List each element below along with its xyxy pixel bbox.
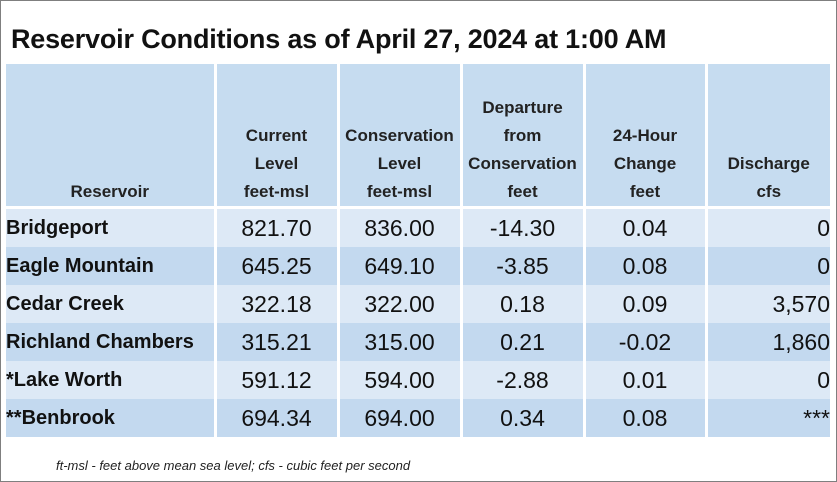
table-row: *Lake Worth 591.12 594.00 -2.88 0.01 0: [6, 361, 830, 399]
reservoir-table: Reservoir Current Level feet-msl Conserv…: [6, 64, 830, 437]
header-discharge: Discharge cfs: [706, 64, 830, 208]
current-level: 821.70: [215, 207, 340, 247]
conservation-level: 694.00: [338, 399, 463, 437]
departure: 0.34: [461, 399, 586, 437]
change-24h: 0.01: [584, 361, 708, 399]
departure: 0.21: [461, 323, 586, 361]
current-level: 645.25: [215, 247, 340, 285]
reservoir-name: Richland Chambers: [6, 323, 217, 361]
table-row: Richland Chambers 315.21 315.00 0.21 -0.…: [6, 323, 830, 361]
reservoir-name: Cedar Creek: [6, 285, 217, 323]
discharge: 1,860: [706, 323, 830, 361]
conservation-level: 594.00: [338, 361, 463, 399]
conservation-level: 836.00: [338, 207, 463, 247]
current-level: 694.34: [215, 399, 340, 437]
change-24h: 0.08: [584, 247, 708, 285]
reservoir-name: *Lake Worth: [6, 361, 217, 399]
departure: -14.30: [461, 207, 586, 247]
header-conservation-level: Conservation Level feet-msl: [338, 64, 463, 208]
change-24h: -0.02: [584, 323, 708, 361]
conservation-level: 322.00: [338, 285, 463, 323]
page-title: Reservoir Conditions as of April 27, 202…: [11, 24, 667, 54]
discharge: ***: [706, 399, 830, 437]
discharge: 0: [706, 361, 830, 399]
departure: -2.88: [461, 361, 586, 399]
header-row: Reservoir Current Level feet-msl Conserv…: [6, 64, 830, 208]
header-24-hour-change: 24-Hour Change feet: [584, 64, 708, 208]
discharge: 0: [706, 247, 830, 285]
current-level: 315.21: [215, 323, 340, 361]
departure: -3.85: [461, 247, 586, 285]
change-24h: 0.08: [584, 399, 708, 437]
reservoir-name: Eagle Mountain: [6, 247, 217, 285]
current-level: 322.18: [215, 285, 340, 323]
change-24h: 0.04: [584, 207, 708, 247]
table-row: Cedar Creek 322.18 322.00 0.18 0.09 3,57…: [6, 285, 830, 323]
footnote: ft-msl - feet above mean sea level; cfs …: [56, 458, 411, 473]
table-row: **Benbrook 694.34 694.00 0.34 0.08 ***: [6, 399, 830, 437]
departure: 0.18: [461, 285, 586, 323]
change-24h: 0.09: [584, 285, 708, 323]
reservoir-name: Bridgeport: [6, 207, 217, 247]
discharge: 3,570: [706, 285, 830, 323]
reservoir-name: **Benbrook: [6, 399, 217, 437]
header-departure: Departure from Conservation feet: [461, 64, 586, 208]
conservation-level: 649.10: [338, 247, 463, 285]
table-row: Bridgeport 821.70 836.00 -14.30 0.04 0: [6, 207, 830, 247]
header-current-level: Current Level feet-msl: [215, 64, 340, 208]
header-reservoir: Reservoir: [6, 64, 217, 208]
conservation-level: 315.00: [338, 323, 463, 361]
current-level: 591.12: [215, 361, 340, 399]
table-row: Eagle Mountain 645.25 649.10 -3.85 0.08 …: [6, 247, 830, 285]
discharge: 0: [706, 207, 830, 247]
